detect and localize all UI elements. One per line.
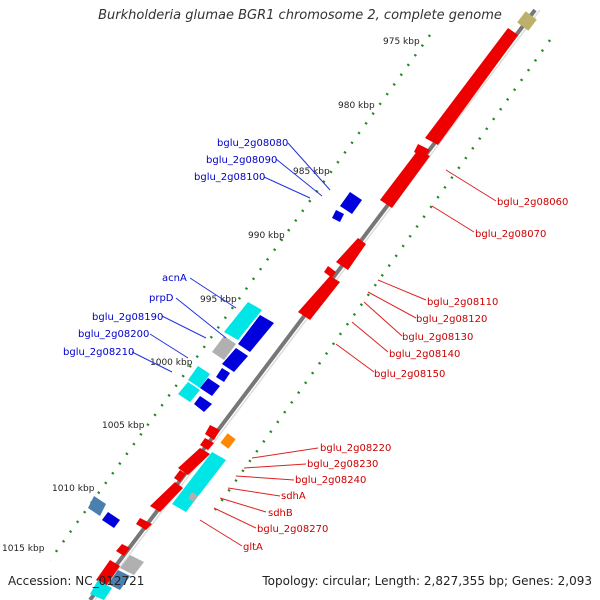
- gene-block-steel[interactable]: [88, 496, 106, 516]
- gene-label: bglu_2g08220: [320, 443, 391, 454]
- gene-block-cyan[interactable]: [188, 366, 210, 388]
- gene-label: gltA: [243, 542, 263, 553]
- right-gene-labels[interactable]: bglu_2g08060 bglu_2g08070 bglu_2g08110 b…: [243, 197, 568, 553]
- map-title: Burkholderia glumae BGR1 chromosome 2, c…: [98, 8, 502, 23]
- gene-label: sdhA: [281, 491, 306, 502]
- gene-label: bglu_2g08120: [416, 314, 487, 325]
- gene-arrow-blue[interactable]: [194, 396, 212, 412]
- left-gene-labels[interactable]: bglu_2g08080 bglu_2g08090 bglu_2g08100 a…: [63, 138, 288, 358]
- gene-arrow-red[interactable]: [174, 470, 186, 482]
- gene-label: bglu_2g08150: [374, 369, 445, 380]
- gene-label: bglu_2g08270: [257, 524, 328, 535]
- gene-arrow-red[interactable]: [205, 425, 220, 440]
- gene-label: bglu_2g08060: [497, 197, 568, 208]
- gene-block-grey[interactable]: [212, 336, 236, 360]
- scale-label: 980 kbp: [338, 101, 375, 111]
- genome-summary-text: Topology: circular; Length: 2,827,355 bp…: [262, 574, 592, 588]
- gene-block-cyan[interactable]: [90, 580, 112, 600]
- gene-label: bglu_2g08100: [194, 172, 265, 183]
- gene-block-cyan[interactable]: [178, 382, 200, 402]
- gene-arrow-blue[interactable]: [222, 348, 248, 372]
- gene-block-orange[interactable]: [220, 433, 236, 449]
- scale-labels: 975 kbp 980 kbp 985 kbp 990 kbp 995 kbp …: [2, 37, 420, 554]
- gene-label: bglu_2g08200: [78, 329, 149, 340]
- gene-label: bglu_2g08070: [475, 229, 546, 240]
- gene-arrow-blue[interactable]: [340, 192, 362, 214]
- gene-label: bglu_2g08210: [63, 347, 134, 358]
- gene-arrow-red[interactable]: [200, 438, 214, 450]
- gene-block-steel[interactable]: [108, 570, 130, 590]
- gene-label: bglu_2g08080: [217, 138, 288, 149]
- scale-label: 1000 kbp: [150, 358, 193, 368]
- scale-label: 975 kbp: [383, 37, 420, 47]
- gene-arrow-red[interactable]: [116, 544, 130, 556]
- gene-arrow-red[interactable]: [324, 266, 336, 278]
- gene-arrow-red[interactable]: [150, 482, 183, 512]
- gene-label: bglu_2g08130: [402, 332, 473, 343]
- scale-label: 995 kbp: [200, 295, 237, 305]
- gene-label: prpD: [149, 293, 174, 304]
- gene-label: bglu_2g08140: [389, 349, 460, 360]
- gene-block-cyan[interactable]: [224, 302, 262, 340]
- gene-arrow-red[interactable]: [96, 560, 120, 586]
- inner-scale-track: [213, 39, 552, 511]
- gene-label: bglu_2g08110: [427, 297, 498, 308]
- gene-arrow-red[interactable]: [414, 144, 430, 158]
- right-leader-lines: [199, 169, 497, 547]
- gene-arrow-red[interactable]: [298, 276, 340, 320]
- gene-arrow-red[interactable]: [425, 28, 518, 145]
- scale-label: 985 kbp: [293, 167, 330, 177]
- gene-label: sdhB: [268, 508, 293, 519]
- gene-label: bglu_2g08230: [307, 459, 378, 470]
- forward-genes[interactable]: [96, 28, 518, 586]
- gene-arrow-blue[interactable]: [102, 512, 120, 528]
- gene-label: bglu_2g08240: [295, 475, 366, 486]
- gene-arrow-red[interactable]: [136, 518, 152, 530]
- scale-label: 990 kbp: [248, 231, 285, 241]
- outer-scale-track: [48, 34, 432, 561]
- gene-label: bglu_2g08190: [92, 312, 163, 323]
- gene-block-grey[interactable]: [120, 555, 144, 575]
- reverse-genes[interactable]: [102, 192, 362, 528]
- gene-arrow-blue[interactable]: [332, 210, 344, 222]
- gene-arrow-blue[interactable]: [238, 315, 274, 352]
- scale-label: 1005 kbp: [102, 421, 145, 431]
- gene-arrow-red[interactable]: [380, 150, 430, 208]
- gene-label: bglu_2g08090: [206, 155, 277, 166]
- misc-genes[interactable]: [90, 11, 537, 600]
- scale-label: 1015 kbp: [2, 544, 45, 554]
- left-misc-genes[interactable]: [88, 302, 262, 516]
- gene-arrow-red[interactable]: [336, 238, 366, 270]
- gene-arrow-red[interactable]: [178, 448, 210, 475]
- gene-block-cyan[interactable]: [172, 452, 226, 512]
- gene-arrow-blue[interactable]: [216, 368, 230, 382]
- gene-label: acnA: [162, 273, 187, 284]
- gene-block-khaki[interactable]: [517, 11, 537, 31]
- scale-label: 1010 kbp: [52, 484, 95, 494]
- gene-block-grey[interactable]: [188, 492, 198, 502]
- gene-arrow-blue[interactable]: [200, 378, 220, 396]
- accession-text: Accession: NC_012721: [8, 574, 145, 588]
- left-leader-lines: [131, 142, 331, 373]
